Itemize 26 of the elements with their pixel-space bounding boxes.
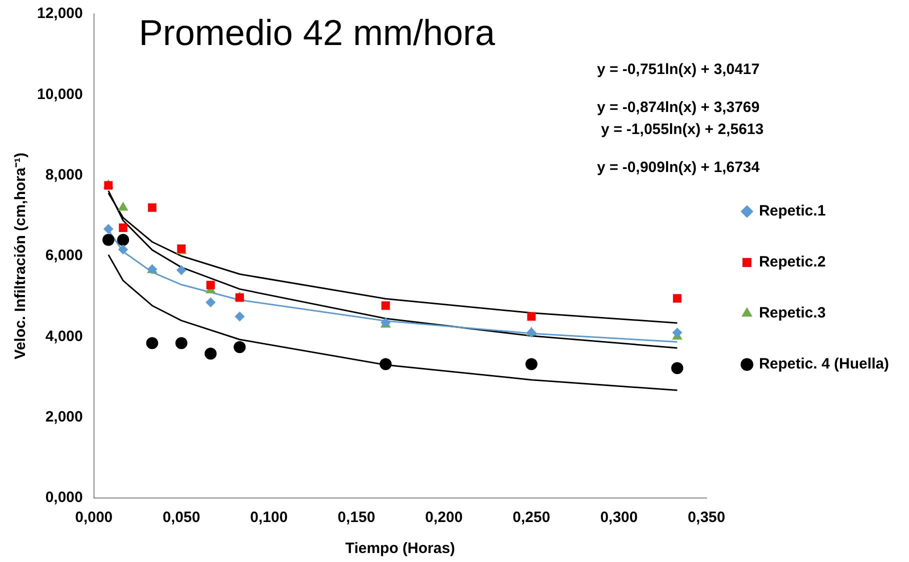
y-tick-label: 8,000 xyxy=(45,166,83,184)
y-tick-label: 10,000 xyxy=(36,86,83,103)
y-tick-label: 12,000 xyxy=(36,5,83,22)
legend-label: Repetic.2 xyxy=(758,254,826,271)
annotation: y = -0,751ln(x) + 3,0417 xyxy=(597,61,760,78)
y-axis-title: Veloc. Infiltración (cm,hora⁻¹) xyxy=(12,152,30,360)
x-tick-label: 0,350 xyxy=(688,509,726,526)
y-tick-label: 4,000 xyxy=(45,328,83,345)
x-tick-label: 0,100 xyxy=(250,509,288,526)
x-tick-label: 0,300 xyxy=(600,509,638,526)
x-tick-label: 0,200 xyxy=(425,509,463,526)
x-tick-label: 0,050 xyxy=(162,509,200,526)
y-tick-label: 0,000 xyxy=(45,489,83,506)
x-axis-title: Tiempo (Horas) xyxy=(345,540,456,558)
annotation: y = -0,909ln(x) + 1,6734 xyxy=(597,159,760,176)
legend-label: Repetic.3 xyxy=(758,304,826,322)
annotation: y = -1,055ln(x) + 2,5613 xyxy=(601,121,764,138)
x-tick-label: 0,000 xyxy=(75,509,113,526)
x-tick-label: 0,250 xyxy=(512,509,550,526)
legend-label: Repetic.1 xyxy=(758,202,826,220)
legend-label: Repetic. 4 (Huella) xyxy=(758,356,890,373)
y-tick-label: 2,000 xyxy=(45,408,83,426)
annotation: y = -0,874ln(x) + 3,3769 xyxy=(597,99,760,116)
x-tick-label: 0,150 xyxy=(338,509,376,526)
y-tick-label: 6,000 xyxy=(45,247,83,264)
chart-title: Promedio 42 mm/hora xyxy=(138,12,496,53)
